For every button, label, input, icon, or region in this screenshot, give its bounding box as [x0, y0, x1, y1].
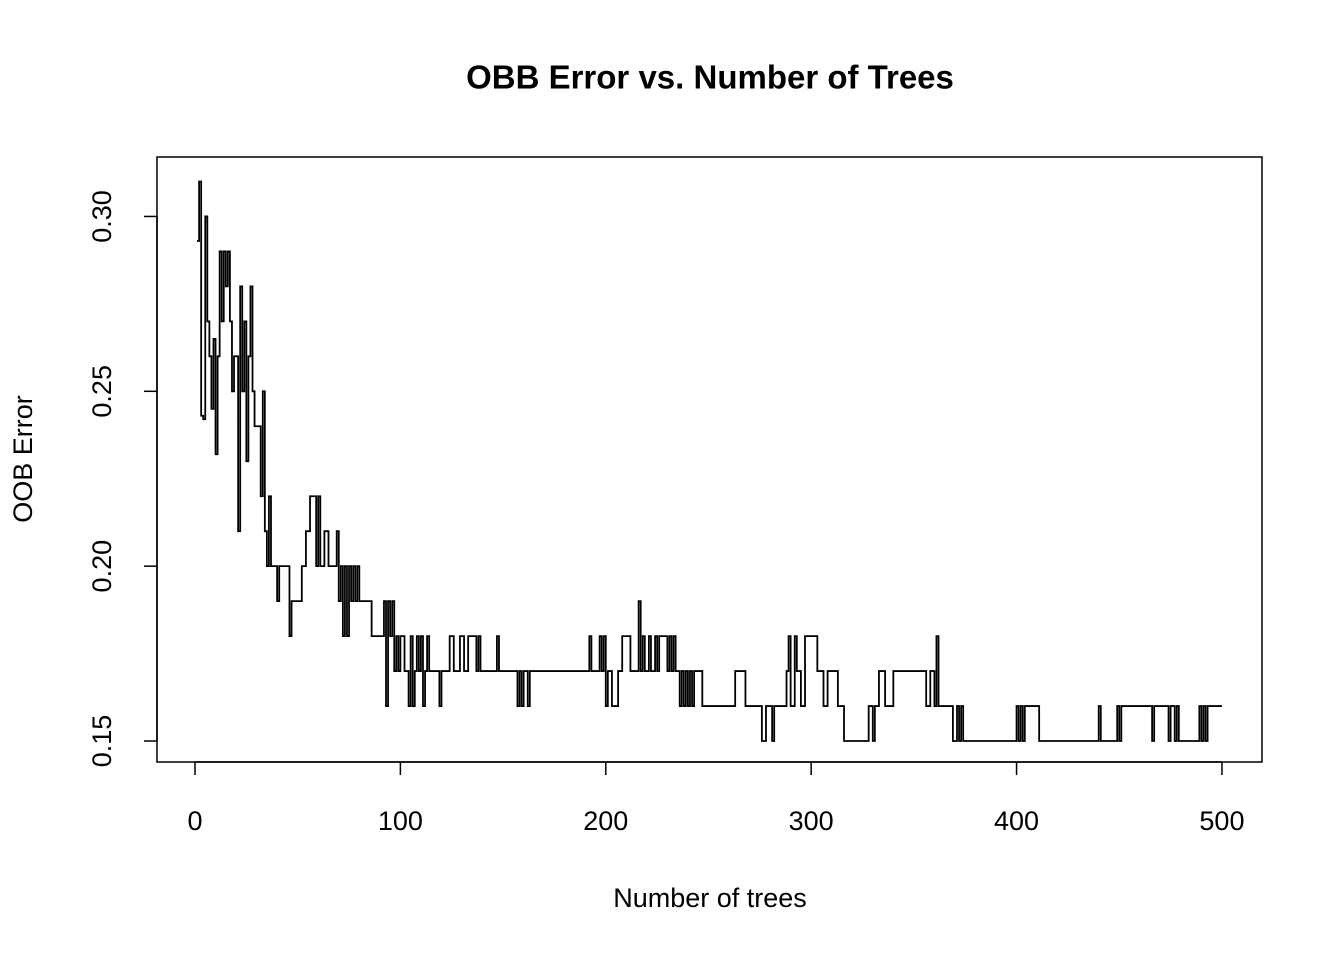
x-tick-label: 100 [378, 806, 423, 836]
x-tick-label: 500 [1199, 806, 1244, 836]
y-axis-label: OOB Error [8, 395, 38, 523]
x-tick-label: 300 [789, 806, 834, 836]
y-tick-label: 0.20 [87, 540, 117, 593]
x-tick-label: 400 [994, 806, 1039, 836]
y-tick-label: 0.30 [87, 190, 117, 243]
y-tick-label: 0.25 [87, 365, 117, 418]
x-tick-label: 200 [583, 806, 628, 836]
plot-frame [156, 156, 1263, 763]
x-axis-label: Number of trees [613, 883, 807, 913]
error-line [197, 180, 1222, 742]
x-tick-label: 0 [187, 806, 202, 836]
y-tick-label: 0.15 [87, 715, 117, 768]
chart-title: OBB Error vs. Number of Trees [466, 59, 954, 96]
